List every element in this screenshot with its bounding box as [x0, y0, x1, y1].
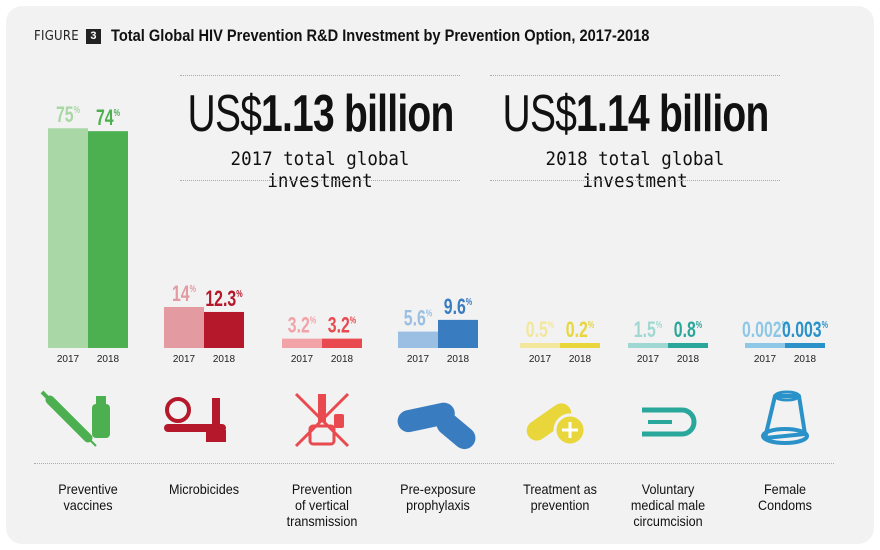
icon-divider — [34, 463, 834, 464]
total-2018-value: 1.14 billion — [575, 85, 769, 143]
value-label-0-2018: 74% — [96, 107, 120, 131]
bar-2-2018 — [322, 338, 362, 348]
bar-3-2017 — [398, 331, 438, 348]
total-2017-value: 1.13 billion — [260, 85, 454, 143]
value-label-1-2018: 12.3% — [205, 288, 242, 312]
percent-sign: % — [236, 288, 243, 299]
syringe-vial-icon — [40, 390, 110, 447]
figure-label: FIGURE — [34, 28, 79, 44]
total-2018-caption: 2018 total global investment — [545, 148, 725, 192]
value-label-5-2018: 0.8% — [674, 319, 703, 343]
year-label-6-2018: 2018 — [794, 354, 817, 365]
total-2018-bottom-rule — [490, 180, 780, 181]
category-label-2: Prevention of vertical transmission — [286, 481, 358, 529]
total-2018-top-rule — [490, 75, 780, 76]
percent-sign: % — [822, 319, 829, 330]
circumcision-shape-icon — [642, 407, 697, 437]
pills-icon — [397, 402, 476, 450]
pill-tablet-icon — [526, 403, 587, 447]
value-label-2-2017: 3.2% — [288, 314, 317, 338]
percent-sign: % — [696, 319, 703, 330]
value-label-6-2017: 0.002% — [742, 319, 788, 343]
year-label-2-2018: 2018 — [331, 354, 354, 365]
no-syringe-bottle-icon — [294, 392, 350, 448]
year-label-0-2018: 2018 — [97, 354, 120, 365]
year-label-1-2018: 2018 — [213, 354, 236, 365]
percent-sign: % — [656, 319, 663, 330]
bar-1-2017 — [164, 306, 204, 348]
figure-number: 3 — [85, 28, 101, 44]
category-label-6: Female Condoms — [758, 481, 812, 513]
percent-sign: % — [588, 319, 595, 330]
year-label-3-2018: 2018 — [447, 354, 470, 365]
bar-2-2017 — [282, 338, 322, 348]
value-label-5-2017: 1.5% — [634, 319, 663, 343]
total-2018: US$1.14 billion 2018 total global invest… — [490, 88, 780, 192]
year-label-4-2017: 2017 — [529, 354, 552, 365]
percent-sign: % — [190, 283, 197, 294]
percent-sign: % — [114, 107, 121, 118]
bar-4-2017 — [520, 343, 560, 348]
percent-sign: % — [74, 104, 81, 115]
total-2017-caption: 2017 total global investment — [230, 148, 410, 192]
total-2017: US$1.13 billion 2017 total global invest… — [180, 88, 460, 192]
category-label-0: Preventive vaccines — [58, 481, 118, 513]
year-label-6-2017: 2017 — [754, 354, 777, 365]
year-label-1-2017: 2017 — [173, 354, 196, 365]
bar-0-2018 — [88, 131, 128, 348]
bar-3-2018 — [438, 319, 478, 348]
category-label-4: Treatment as prevention — [523, 481, 597, 513]
category-label-5: Voluntary medical male circumcision — [630, 481, 706, 529]
chart-title: Total Global HIV Prevention R&D Investme… — [110, 26, 650, 45]
value-label-4-2018: 0.2% — [566, 319, 595, 343]
percent-sign: % — [782, 319, 789, 330]
total-2017-amount: US$1.13 billion — [180, 88, 460, 140]
bar-5-2017 — [628, 343, 668, 348]
bar-5-2018 — [668, 343, 708, 348]
bar-6-2017 — [745, 343, 785, 348]
value-label-6-2018: 0.003% — [782, 319, 828, 343]
figure-header: FIGURE 3 Total Global HIV Prevention R&D… — [34, 24, 737, 48]
total-2017-currency: US$ — [187, 85, 261, 143]
percent-sign: % — [426, 307, 433, 318]
bar-6-2018 — [785, 343, 825, 348]
total-2018-amount: US$1.14 billion — [490, 88, 780, 140]
year-label-4-2018: 2018 — [569, 354, 592, 365]
bar-4-2018 — [560, 343, 600, 348]
value-label-0-2017: 75% — [56, 104, 80, 128]
year-label-5-2018: 2018 — [677, 354, 700, 365]
percent-sign: % — [310, 314, 317, 325]
total-2018-currency: US$ — [502, 85, 576, 143]
value-label-1-2017: 14% — [172, 283, 196, 307]
percent-sign: % — [466, 296, 473, 307]
ring-applicator-icon — [164, 397, 226, 442]
year-label-5-2017: 2017 — [637, 354, 660, 365]
bar-1-2018 — [204, 311, 244, 348]
female-condom-icon — [761, 390, 809, 445]
value-label-2-2018: 3.2% — [328, 314, 357, 338]
year-label-2-2017: 2017 — [291, 354, 314, 365]
value-label-4-2017: 0.5% — [526, 319, 555, 343]
figure-card — [6, 6, 874, 544]
category-label-1: Microbicides — [168, 481, 240, 497]
year-label-3-2017: 2017 — [407, 354, 430, 365]
bar-0-2017 — [48, 128, 88, 348]
total-2017-bottom-rule — [180, 180, 460, 181]
percent-sign: % — [350, 314, 357, 325]
category-label-3: Pre-exposure prophylaxis — [400, 481, 476, 513]
year-label-0-2017: 2017 — [57, 354, 80, 365]
value-label-3-2017: 5.6% — [404, 307, 433, 331]
value-label-3-2018: 9.6% — [444, 296, 473, 320]
total-2017-top-rule — [180, 75, 460, 76]
percent-sign: % — [548, 319, 555, 330]
